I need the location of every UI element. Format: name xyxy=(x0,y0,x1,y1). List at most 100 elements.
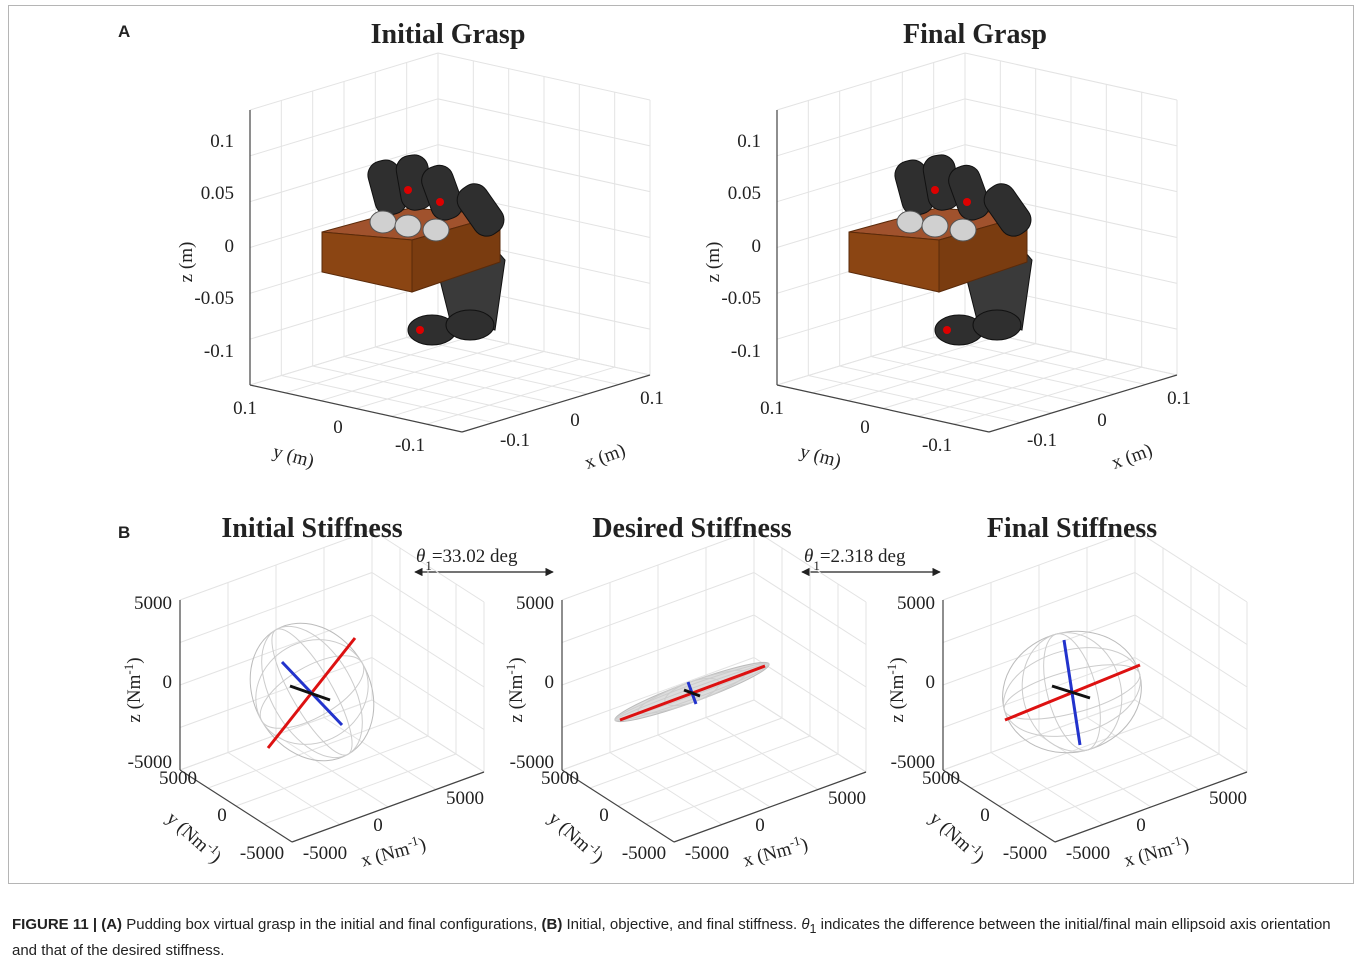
third-axis xyxy=(683,688,701,698)
z-tick-label: 0.05 xyxy=(201,183,234,204)
grid-line xyxy=(249,52,439,111)
axis-label: x (m) xyxy=(1109,440,1155,474)
x-tick-label: -5000 xyxy=(303,843,347,864)
grid-line xyxy=(235,735,429,807)
ellipsoid-mesh xyxy=(1021,632,1123,752)
z-tick-label: 0.05 xyxy=(728,183,761,204)
grid-line xyxy=(355,351,545,409)
grid-line xyxy=(320,343,509,402)
thumb xyxy=(972,309,1022,341)
grid-line xyxy=(776,327,966,386)
grid-line xyxy=(437,98,651,147)
grid-line xyxy=(371,572,485,645)
grid-line xyxy=(285,335,474,394)
x-tick-label: -5000 xyxy=(685,843,729,864)
plot-title: Final Stiffness xyxy=(987,513,1157,544)
z-tick-label: 5000 xyxy=(134,593,172,614)
axis-label-text: ) xyxy=(506,657,527,663)
fingertip xyxy=(896,210,924,234)
thumb xyxy=(445,309,495,341)
grid-line xyxy=(179,614,373,686)
box-front xyxy=(848,231,940,293)
plot-title: Final Grasp xyxy=(903,19,1047,50)
grid-line xyxy=(776,98,966,157)
z-tick-label: 0.1 xyxy=(737,131,761,152)
z-tick-label: 0 xyxy=(225,236,235,257)
x-tick-label: 0 xyxy=(373,815,383,836)
axis-line xyxy=(1054,771,1248,843)
axis-label: x (m) xyxy=(582,440,628,474)
grid-line xyxy=(249,327,439,386)
grid-line xyxy=(1134,529,1248,603)
caption-text: Initial, objective, and final stiffness. xyxy=(566,916,798,933)
axis-label: y (m) xyxy=(271,441,317,472)
z-tick-label: -0.1 xyxy=(204,341,234,362)
finger xyxy=(948,164,991,221)
panel-label: A xyxy=(118,22,130,41)
x-tick-label: 0.1 xyxy=(640,388,664,409)
y-tick-label: 5000 xyxy=(922,768,960,789)
panel-label: B xyxy=(118,523,130,542)
axis-line xyxy=(673,771,867,843)
fingertip xyxy=(949,218,977,242)
finger xyxy=(983,183,1032,237)
axis-label-text: z (Nm xyxy=(506,674,527,722)
caption-b: (B) xyxy=(541,916,563,933)
x-tick-label: 5000 xyxy=(1209,788,1247,809)
grid-line xyxy=(942,614,1136,686)
z-tick-label: -5000 xyxy=(891,752,935,773)
grid-line xyxy=(561,699,755,771)
grasp-illustration xyxy=(321,154,506,346)
grid-line xyxy=(812,335,1001,394)
x-tick-label: 0 xyxy=(755,815,765,836)
annotation-text: =33.02 deg xyxy=(432,546,518,567)
annotation-symbol: θ xyxy=(804,546,813,567)
figure: A B Initial Grasp 0.1 0.05 0 -0.05 -0.1 0.1 0 -0… xyxy=(118,19,1248,871)
x-tick-label: 0 xyxy=(1136,815,1146,836)
axis-label-text: z (Nm xyxy=(124,674,145,722)
ellipsoid-mesh xyxy=(255,639,369,745)
box-front xyxy=(321,231,413,293)
plot-title: Initial Grasp xyxy=(371,19,526,50)
y-tick-label: 0 xyxy=(599,805,609,826)
caption-symbol: θ xyxy=(801,916,810,933)
annotation-text: =2.318 deg xyxy=(820,546,906,567)
grid-line xyxy=(882,351,1072,409)
axis-label: z (Nm-1) xyxy=(503,657,528,722)
grid-line xyxy=(776,52,966,111)
ellipsoid-mesh xyxy=(1003,647,1141,737)
y-tick-label: -5000 xyxy=(1003,843,1047,864)
z-tick-label: 0 xyxy=(926,672,936,693)
y-tick-label: -0.1 xyxy=(395,435,425,456)
axis-label-sup: -1 xyxy=(405,832,419,849)
grid-line xyxy=(964,98,1178,147)
figure-frame xyxy=(8,5,1354,884)
z-tick-label: -5000 xyxy=(128,752,172,773)
contact-point xyxy=(436,198,444,206)
y-tick-label: -5000 xyxy=(240,843,284,864)
grid-line xyxy=(323,717,437,790)
z-tick-label: -0.05 xyxy=(721,288,761,309)
grid-line xyxy=(249,98,439,157)
fingertip xyxy=(921,214,949,238)
ellipsoid-mesh xyxy=(261,625,363,759)
axis-line xyxy=(561,769,675,843)
annotation-symbol: θ xyxy=(416,546,425,567)
caption-text: Pudding box virtual grasp in the initial… xyxy=(126,916,538,933)
caption-a: (A) xyxy=(101,916,123,933)
axis-line xyxy=(942,769,1056,843)
grid-line xyxy=(179,572,373,643)
axis-label-text: ) xyxy=(887,657,908,663)
axis-label-text: x (Nm xyxy=(1122,838,1175,871)
grasp-illustration xyxy=(848,154,1033,346)
axes-box xyxy=(561,529,867,843)
grid-line xyxy=(561,529,755,601)
annotation: θ1=2.318 deg xyxy=(804,546,906,573)
y-tick-label: 0.1 xyxy=(760,398,784,419)
grid-line xyxy=(1134,614,1248,688)
plot-title: Initial Stiffness xyxy=(221,513,402,544)
z-tick-label: -0.1 xyxy=(731,341,761,362)
fingertip xyxy=(394,214,422,238)
grid-line xyxy=(1086,717,1200,790)
finger xyxy=(456,183,505,237)
